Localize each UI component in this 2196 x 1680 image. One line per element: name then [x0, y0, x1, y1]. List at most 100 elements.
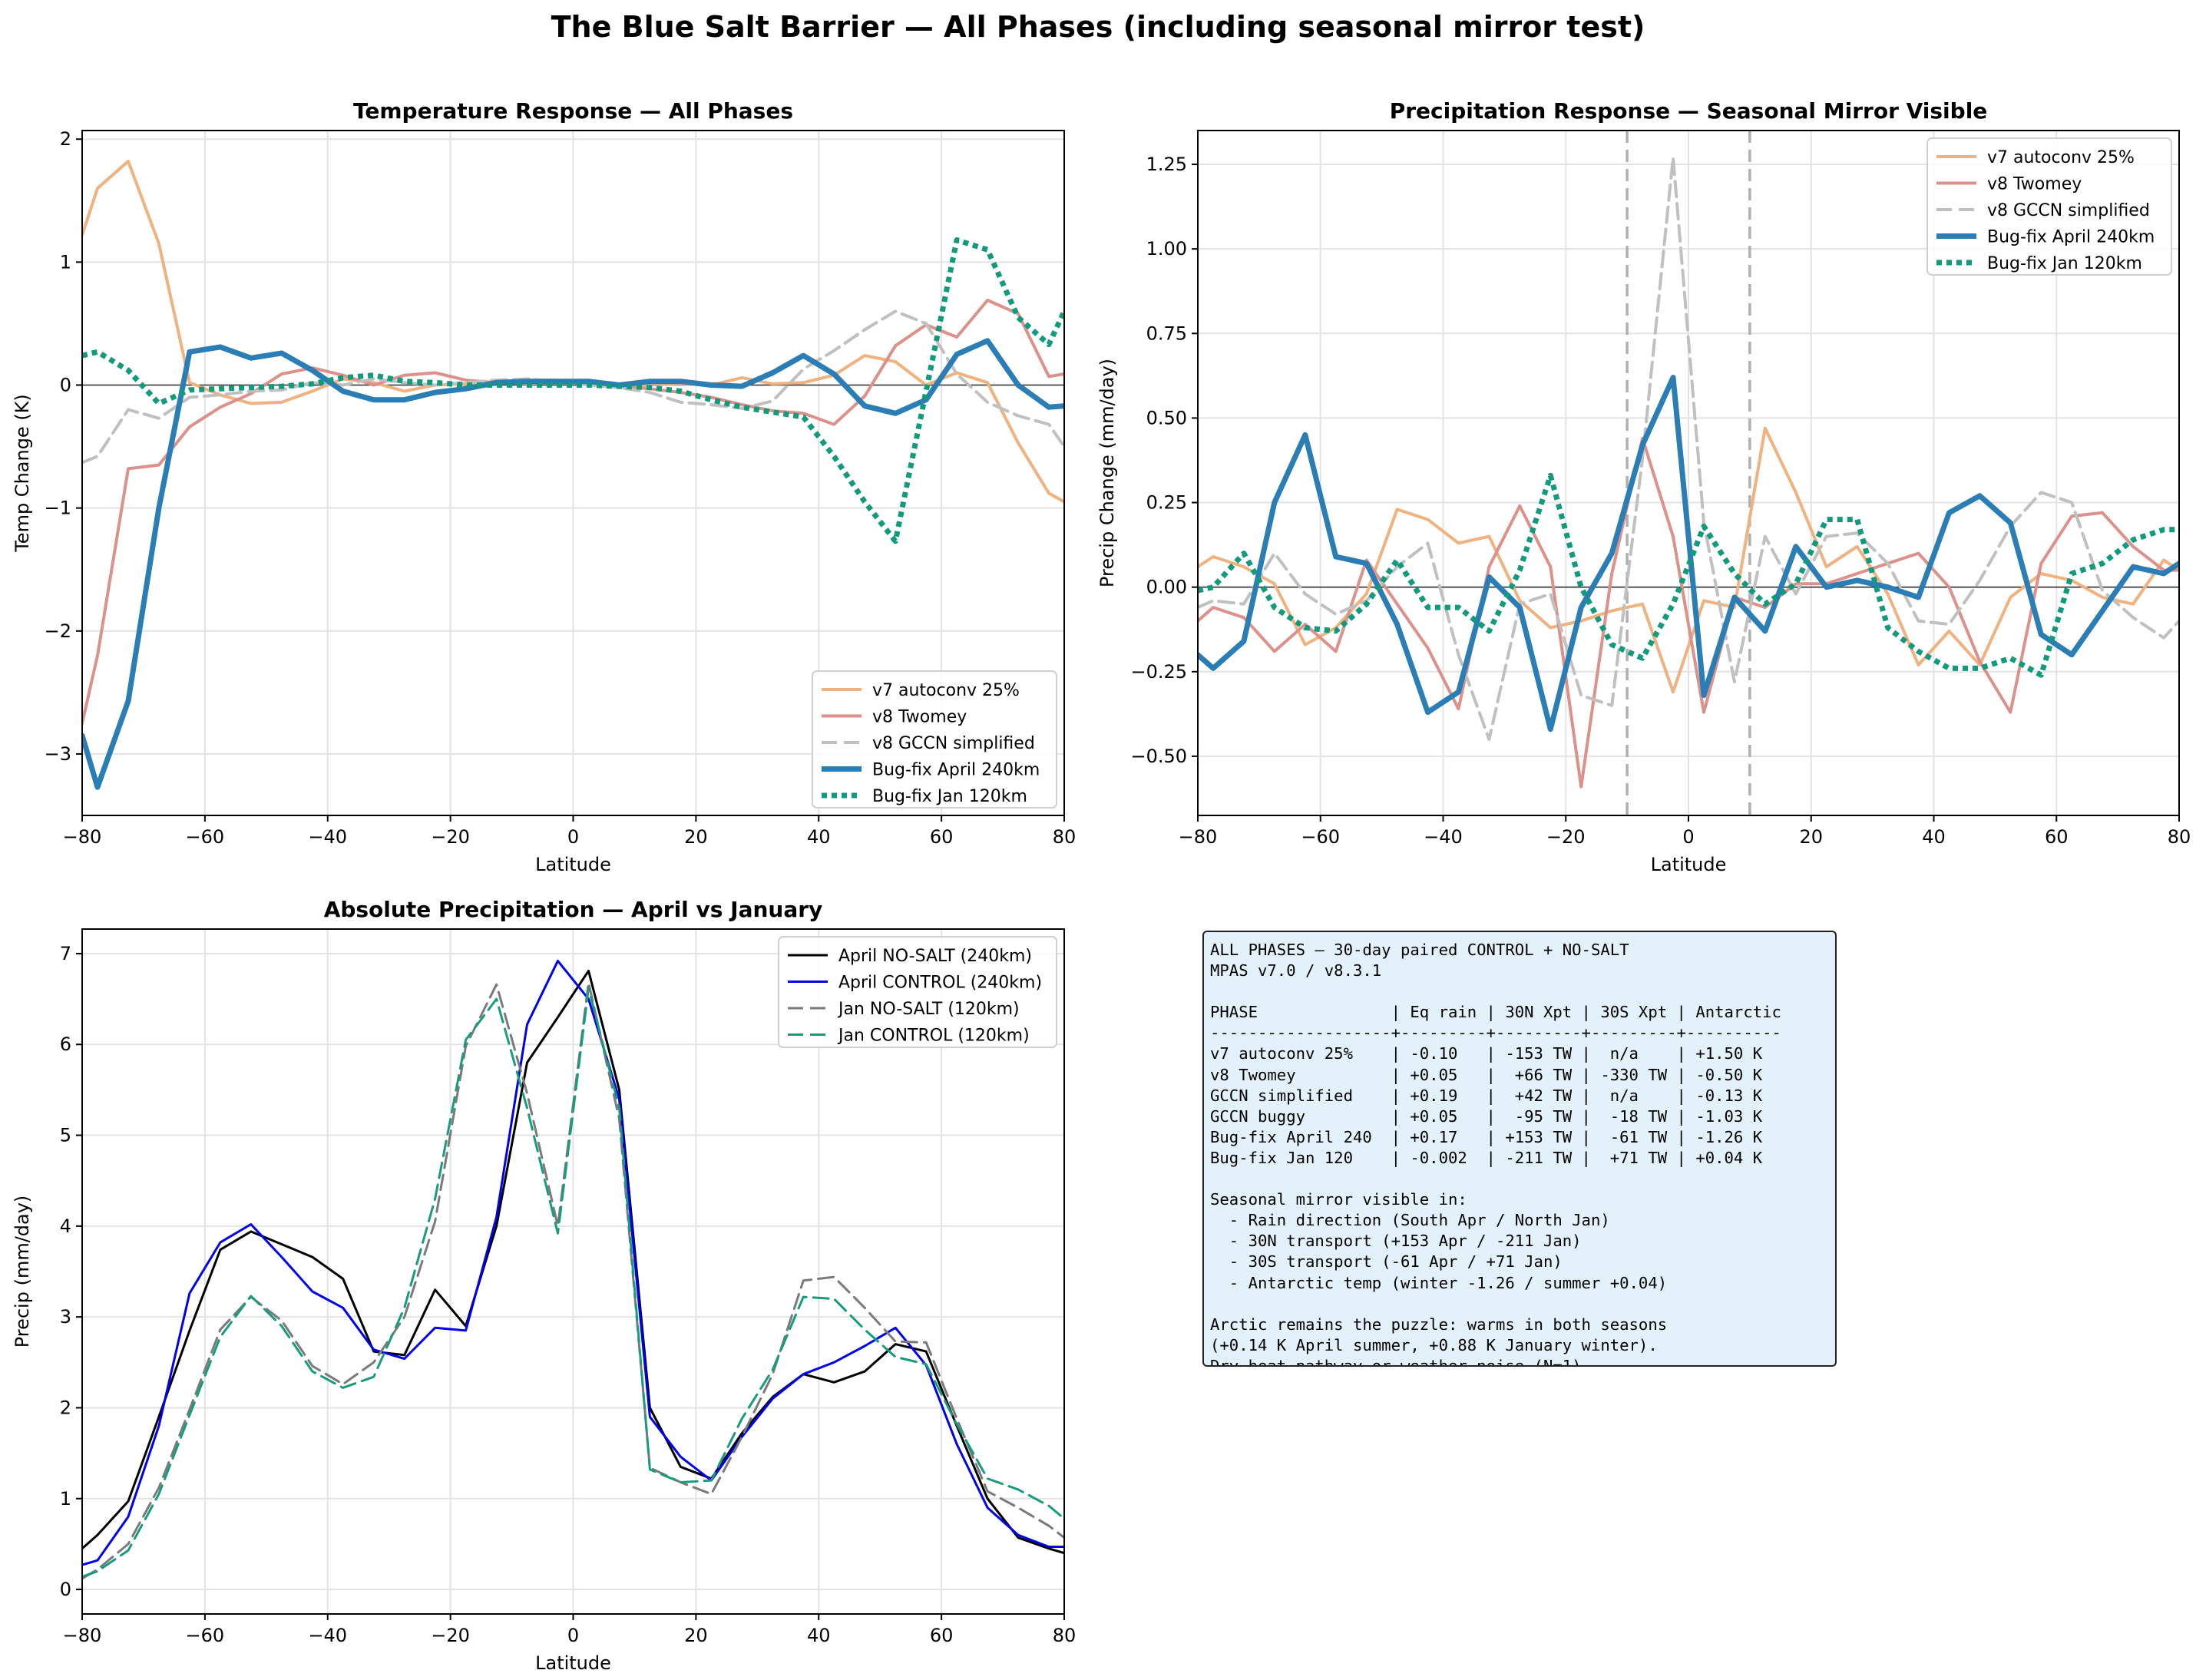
- legend-entry: Bug-fix Jan 120km: [872, 787, 1027, 806]
- legend: v7 autoconv 25% v8 Twomey v8 GCCN simplifi…: [1926, 137, 2172, 276]
- y-tick-label: 0: [60, 374, 71, 395]
- x-axis-label: Latitude: [535, 1652, 611, 1674]
- x-tick-label: 40: [1922, 826, 1946, 848]
- x-tick-label: 20: [684, 1625, 708, 1646]
- x-tick-label: 0: [567, 1625, 579, 1646]
- y-tick-label: 1: [60, 1488, 71, 1510]
- x-tick-label: −80: [1179, 826, 1218, 848]
- info-line: ALL PHASES — 30-day paired CONTROL + NO-…: [1210, 941, 1629, 959]
- info-line: - 30S transport (-61 Apr / +71 Jan): [1210, 1252, 1563, 1272]
- y-tick-label: −0.50: [1130, 746, 1187, 767]
- series-line-1: [82, 959, 1064, 1566]
- panel-title: Absolute Precipitation — April vs Januar…: [324, 897, 823, 922]
- info-line: - Antarctic temp (winter -1.26 / summer …: [1210, 1273, 1668, 1292]
- legend-box: [778, 936, 1057, 1048]
- y-tick-label: −0.25: [1130, 661, 1187, 683]
- absolute-precip-panel: −80 −60 −40 −20 0 20 40 60 80 0 1 2 3 4 5 6 7 Absolute Pr…: [12, 897, 1076, 1674]
- legend-entry: Jan CONTROL (120km): [837, 1027, 1030, 1046]
- x-tick-label: −20: [431, 1625, 470, 1646]
- info-line: [1210, 1169, 1835, 1189]
- x-tick-label: 40: [807, 826, 831, 848]
- x-tick-label: −20: [1546, 826, 1586, 848]
- info-line: GCCN simplified | +0.19 | +42 TW | n/a |…: [1210, 1086, 1763, 1105]
- y-tick-label: 7: [60, 943, 71, 964]
- info-line: - Rain direction (South Apr / North Jan): [1210, 1211, 1610, 1230]
- info-line: Seasonal mirror visible in:: [1210, 1190, 1467, 1209]
- x-tick-label: 80: [1053, 1625, 1077, 1646]
- x-tick-label: 80: [2168, 826, 2191, 848]
- x-tick-label: −60: [186, 826, 225, 848]
- info-line: - 30N transport (+153 Apr / -211 Jan): [1210, 1232, 1582, 1251]
- y-tick-label: −1: [45, 498, 71, 519]
- y-tick-label: 2: [60, 1397, 71, 1418]
- legend-entry: Bug-fix April 240km: [872, 761, 1040, 780]
- x-tick-label: −40: [308, 826, 347, 848]
- info-line: Bug-fix Jan 120 | -0.002 | -211 TW | +71…: [1210, 1148, 1763, 1167]
- x-tick-label: 20: [1799, 826, 1823, 848]
- y-tick-label: 1.00: [1146, 238, 1187, 260]
- info-line: PHASE | Eq rain | 30N Xpt | 30S Xpt | An…: [1210, 1003, 1781, 1022]
- y-axis-label: Precip (mm/day): [12, 1196, 33, 1348]
- x-tick-label: −60: [1301, 826, 1340, 848]
- info-line: [1210, 1294, 1835, 1315]
- x-axis-label: Latitude: [535, 854, 611, 875]
- series-line-4: [82, 237, 1064, 544]
- x-tick-label: 60: [930, 826, 954, 848]
- y-tick-label: 0.50: [1146, 407, 1187, 428]
- x-tick-label: 60: [930, 1625, 954, 1646]
- x-tick-label: 0: [567, 826, 579, 848]
- y-tick-label: 6: [60, 1033, 71, 1055]
- info-line: GCCN buggy | +0.05 | -95 TW | -18 TW | -…: [1210, 1106, 1763, 1126]
- x-tick-label: −40: [1424, 826, 1463, 848]
- y-tick-label: 2: [60, 128, 71, 150]
- series-line-3: [82, 987, 1064, 1578]
- series-line-2: [1198, 156, 2179, 741]
- panel-title: Precipitation Response — Seasonal Mirror…: [1390, 98, 1988, 124]
- figure-title: The Blue Salt Barrier — All Phases (incl…: [551, 10, 1645, 44]
- legend: v7 autoconv 25% v8 Twomey v8 GCCN simplifi…: [812, 670, 1057, 809]
- legend-entry: April NO-SALT (240km): [838, 947, 1032, 966]
- series-line-3: [1198, 375, 2179, 733]
- y-tick-label: −3: [45, 743, 71, 765]
- info-line: v7 autoconv 25% | -0.10 | -153 TW | n/a …: [1210, 1044, 1763, 1063]
- x-tick-label: 40: [807, 1625, 831, 1646]
- info-line: MPAS v7.0 / v8.3.1: [1210, 961, 1382, 981]
- info-line: -------------------+---------+---------+…: [1210, 1024, 1781, 1043]
- series-line-3: [82, 338, 1064, 790]
- y-tick-label: 0.75: [1146, 322, 1187, 344]
- y-tick-label: 4: [60, 1215, 71, 1237]
- y-axis-label: Temp Change (K): [12, 394, 33, 553]
- x-tick-label: −20: [431, 826, 470, 848]
- summary-text-box: ALL PHASES — 30-day paired CONTROL + NO-…: [1202, 931, 1837, 1367]
- legend-entry: Bug-fix Jan 120km: [1987, 254, 2142, 273]
- legend-entry: Bug-fix April 240km: [1987, 228, 2155, 247]
- x-tick-label: 20: [684, 826, 708, 848]
- x-tick-label: −80: [63, 1625, 102, 1646]
- legend-entry: April CONTROL (240km): [838, 974, 1042, 993]
- info-line: Arctic remains the puzzle: warms in both…: [1210, 1315, 1668, 1334]
- series-line-4: [1198, 472, 2179, 678]
- legend-box: [812, 670, 1057, 809]
- x-tick-label: 80: [1053, 826, 1077, 848]
- info-line: Dry-heat pathway or weather noise (N=1).: [1210, 1356, 1591, 1367]
- y-tick-label: 5: [60, 1125, 71, 1146]
- legend-entry: v8 Twomey: [1987, 175, 2082, 194]
- x-tick-label: −80: [63, 826, 102, 848]
- legend-entry: v7 autoconv 25%: [1987, 148, 2135, 167]
- precip-change-panel: −80 −60 −40 −20 0 20 40 60 80 −0.50 −0.25 0.00 0.25 0…: [1096, 98, 2191, 875]
- y-tick-label: 0: [60, 1579, 71, 1600]
- y-tick-label: −2: [45, 620, 71, 642]
- legend-entry: v7 autoconv 25%: [872, 681, 1020, 700]
- legend: April NO-SALT (240km) April CONTROL (240k…: [778, 936, 1057, 1048]
- temperature-panel: −80 −60 −40 −20 0 20 40 60 80 −3 −2 −1 0 1 2 Temperatur…: [12, 98, 1076, 875]
- info-line: Bug-fix April 240 | +0.17 | +153 TW | -6…: [1210, 1127, 1763, 1146]
- legend-entry: v8 Twomey: [872, 708, 967, 727]
- info-line: v8 Twomey | +0.05 | +66 TW | -330 TW | -…: [1210, 1065, 1763, 1084]
- x-tick-label: −60: [186, 1625, 225, 1646]
- info-line: (+0.14 K April summer, +0.88 K January w…: [1210, 1335, 1658, 1354]
- series-line-1: [1198, 436, 2179, 789]
- y-tick-label: 1.25: [1146, 154, 1187, 175]
- y-tick-label: 1: [60, 251, 71, 273]
- y-tick-label: 3: [60, 1306, 71, 1328]
- x-tick-label: −40: [308, 1625, 347, 1646]
